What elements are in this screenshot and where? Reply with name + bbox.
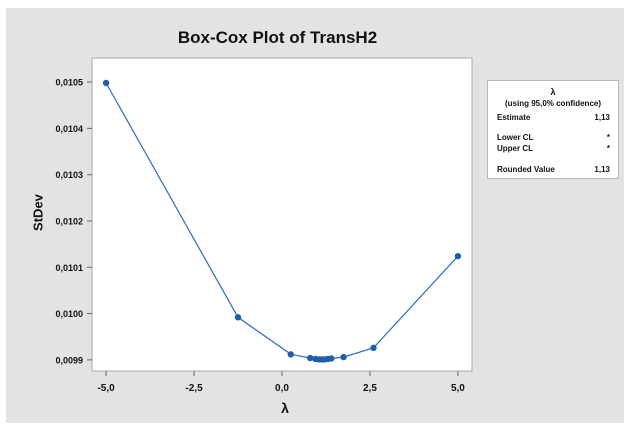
y-tick-label: 0,0099	[55, 355, 83, 365]
legend-upper-cl-value: *	[606, 144, 610, 153]
x-tick-label: 0,0	[275, 383, 289, 394]
legend-rounded-value: 1,13	[594, 165, 610, 174]
y-tick-label: 0,0102	[55, 216, 83, 226]
axes: -5,0 -2,5 0,0 2,5 5,0 0,0099 0,0100 0,0101 0,010…	[55, 78, 465, 394]
legend-lower-cl-value: *	[606, 133, 610, 142]
data-point	[328, 355, 335, 362]
data-point	[287, 351, 294, 358]
legend-upper-cl-row: Upper CL *	[497, 144, 610, 153]
series-layer	[102, 79, 462, 363]
x-tick-label: -5,0	[97, 383, 115, 394]
legend-estimate-value: 1,13	[594, 113, 610, 122]
legend-estimate-row: Estimate 1,13	[497, 113, 610, 122]
lambda-legend: λ (using 95,0% confidence) Estimate 1,13…	[487, 80, 619, 179]
legend-rounded-label: Rounded Value	[497, 165, 555, 174]
y-tick-label: 0,0103	[55, 170, 83, 180]
chart-title: Box-Cox Plot of TransH2	[177, 28, 378, 47]
y-tick-label: 0,0101	[55, 263, 83, 273]
data-point	[340, 353, 347, 361]
data-point	[370, 344, 377, 352]
x-axis-label: λ	[281, 400, 289, 416]
data-point	[234, 314, 242, 321]
data-point	[454, 252, 462, 260]
legend-lower-cl-label: Lower CL	[497, 133, 534, 142]
legend-rounded-row: Rounded Value 1,13	[497, 165, 610, 174]
plot-area	[91, 57, 473, 372]
legend-upper-cl-label: Upper CL	[497, 144, 533, 153]
x-tick-label: 2,5	[363, 383, 377, 394]
legend-title: λ	[550, 87, 556, 97]
legend-lower-cl-row: Lower CL *	[497, 133, 610, 142]
data-point	[306, 354, 314, 362]
data-point	[102, 79, 110, 87]
y-tick-label: 0,0105	[55, 78, 83, 88]
x-tick-label: 5,0	[451, 383, 465, 394]
legend-estimate-label: Estimate	[497, 113, 531, 122]
y-tick-label: 0,0104	[55, 124, 83, 134]
y-axis-label: StDev	[30, 194, 46, 231]
x-tick-label: -2,5	[185, 383, 203, 394]
y-tick-label: 0,0100	[55, 309, 83, 319]
legend-subtitle: (using 95,0% confidence)	[504, 99, 602, 108]
